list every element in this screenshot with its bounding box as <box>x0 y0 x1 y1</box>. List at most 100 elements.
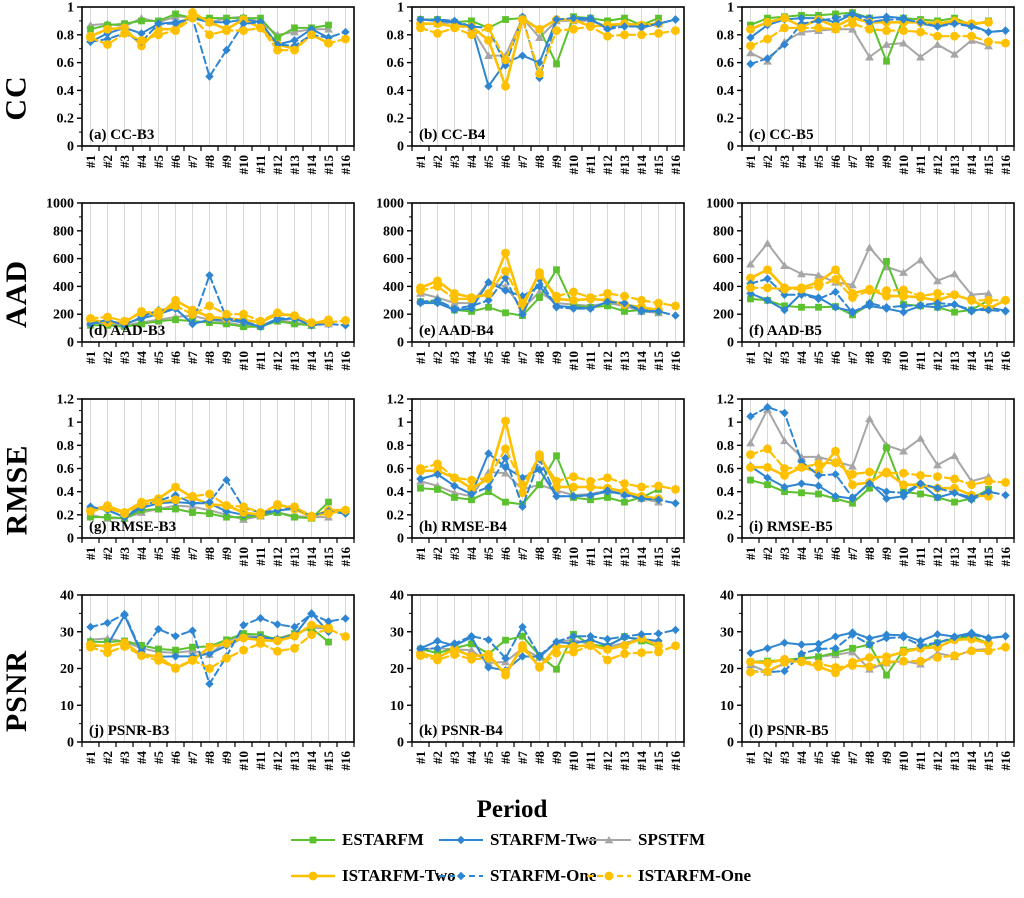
svg-text:0.4: 0.4 <box>57 485 75 500</box>
svg-text:#7: #7 <box>515 155 530 169</box>
svg-text:30: 30 <box>60 625 74 640</box>
svg-text:#6: #6 <box>828 751 843 765</box>
svg-text:0.2: 0.2 <box>57 508 75 523</box>
svg-text:#2: #2 <box>430 751 445 764</box>
row-label-rmse: RMSE <box>0 444 33 536</box>
svg-text:#2: #2 <box>760 547 775 560</box>
chart-grid: CC 0 0.2 0.4 0.6 0.8 1 #1 #2 #3 #4 #5 #6 #7 #8 #9 #10 #1… <box>0 0 1024 771</box>
legend: ESTARFM STARFM-Two SPSTFM ISTARFM-Two STARFM… <box>0 830 1024 886</box>
svg-text:#2: #2 <box>430 547 445 560</box>
series-istarfm-one <box>416 266 680 311</box>
svg-text:#3: #3 <box>777 547 792 561</box>
svg-text:#5: #5 <box>811 751 826 765</box>
svg-text:#7: #7 <box>845 351 860 365</box>
svg-text:#4: #4 <box>794 155 809 169</box>
svg-text:#11: #11 <box>253 351 268 370</box>
svg-text:600: 600 <box>383 252 404 267</box>
svg-text:#10: #10 <box>566 155 581 175</box>
svg-text:40: 40 <box>390 589 404 604</box>
svg-text:#4: #4 <box>794 751 809 765</box>
svg-text:0.2: 0.2 <box>717 508 735 523</box>
svg-text:0: 0 <box>397 140 404 155</box>
legend-label: ISTARFM-One <box>638 866 752 885</box>
legend-label: ISTARFM-Two <box>342 866 456 885</box>
svg-text:#6: #6 <box>828 547 843 561</box>
svg-text:#9: #9 <box>879 751 894 765</box>
row-label-aad: AAD <box>0 260 33 328</box>
panel-aad-b5: 0 200 400 600 800 1000 #1 #2 #3 #4 #5 #6 #7 #8 #9 #10 #1… <box>694 196 1024 392</box>
svg-text:10: 10 <box>720 699 734 714</box>
svg-text:0.6: 0.6 <box>717 56 735 71</box>
svg-text:#2: #2 <box>100 351 115 364</box>
series-istarfm-one <box>746 642 1010 677</box>
series-starfm-one <box>416 453 680 511</box>
panel-label: (i) RMSE-B5 <box>749 519 833 535</box>
svg-text:#8: #8 <box>202 547 217 561</box>
svg-text:200: 200 <box>383 308 404 323</box>
svg-text:#4: #4 <box>134 155 149 169</box>
svg-text:#2: #2 <box>760 155 775 168</box>
panel-label: (c) CC-B5 <box>749 127 814 143</box>
panel-label: (j) PSNR-B3 <box>89 723 169 739</box>
legend-item-starfm-one: STARFM-One <box>438 866 596 886</box>
panel-label: (g) RMSE-B3 <box>89 519 176 535</box>
panel-label: (f) AAD-B5 <box>749 323 822 339</box>
svg-text:800: 800 <box>383 224 404 239</box>
svg-text:#1: #1 <box>743 547 758 560</box>
svg-text:#9: #9 <box>879 547 894 561</box>
svg-text:0: 0 <box>397 532 404 547</box>
svg-text:#4: #4 <box>464 351 479 365</box>
panel-cc-b5: 0 0.2 0.4 0.6 0.8 1 #1 #2 #3 #4 #5 #6 #7 #8 #9 #10 #11 #1… <box>694 0 1024 196</box>
svg-text:#12: #12 <box>930 155 945 175</box>
svg-text:#15: #15 <box>981 351 996 371</box>
svg-text:0.6: 0.6 <box>717 462 735 477</box>
svg-text:#6: #6 <box>498 751 513 765</box>
svg-text:0: 0 <box>727 336 734 351</box>
svg-text:#8: #8 <box>202 751 217 765</box>
panel-label: (d) AAD-B3 <box>89 323 165 339</box>
svg-text:#7: #7 <box>185 547 200 561</box>
svg-text:#9: #9 <box>879 351 894 365</box>
series-istarfm-one <box>746 19 1010 51</box>
svg-text:0: 0 <box>397 336 404 351</box>
legend-item-istarfm-one: ISTARFM-One <box>586 866 751 886</box>
svg-text:#4: #4 <box>134 351 149 365</box>
svg-text:0: 0 <box>727 532 734 547</box>
svg-text:#5: #5 <box>151 751 166 765</box>
svg-text:#2: #2 <box>100 751 115 764</box>
svg-text:0: 0 <box>727 140 734 155</box>
svg-text:1: 1 <box>67 416 74 431</box>
svg-text:#15: #15 <box>651 351 666 371</box>
panel-cc-b3: 0 0.2 0.4 0.6 0.8 1 #1 #2 #3 #4 #5 #6 #7 #8 #9 #10 #11 #1… <box>34 0 364 196</box>
svg-text:#16: #16 <box>998 351 1013 371</box>
svg-text:#1: #1 <box>743 155 758 168</box>
svg-text:#5: #5 <box>811 547 826 561</box>
svg-text:#1: #1 <box>743 351 758 364</box>
svg-text:#11: #11 <box>583 155 598 174</box>
svg-text:#9: #9 <box>219 351 234 365</box>
svg-text:#2: #2 <box>760 751 775 764</box>
svg-text:800: 800 <box>713 224 734 239</box>
svg-text:#1: #1 <box>413 155 428 168</box>
svg-text:0.6: 0.6 <box>387 56 405 71</box>
svg-text:#6: #6 <box>498 351 513 365</box>
legend-item-estarfm: ESTARFM <box>290 830 438 850</box>
svg-text:#11: #11 <box>253 751 268 770</box>
svg-text:1: 1 <box>727 416 734 431</box>
svg-text:#16: #16 <box>338 547 353 567</box>
svg-text:0.8: 0.8 <box>57 439 75 454</box>
svg-text:#16: #16 <box>338 155 353 175</box>
svg-text:#1: #1 <box>83 351 98 364</box>
panel-label: (l) PSNR-B5 <box>749 723 829 739</box>
svg-text:#9: #9 <box>549 751 564 765</box>
svg-text:#4: #4 <box>134 751 149 765</box>
svg-text:0.2: 0.2 <box>717 112 735 127</box>
svg-text:0.8: 0.8 <box>387 28 405 43</box>
chart-cc-b3: 00.20.40.60.81#1 #2 #3 #4 #5 #6 #7 #8 #9 #10 #11 #1… <box>57 1 355 175</box>
legend-block: Period ESTARFM STARFM-Two SPSTFM ISTARFM-Tw… <box>0 796 1024 886</box>
svg-text:#9: #9 <box>219 155 234 169</box>
panel-cc-b4: 0 0.2 0.4 0.6 0.8 1 #1 #2 #3 #4 #5 #6 #7 #8 #9 #10 #11 #1… <box>364 0 694 196</box>
panel-rmse-b4: 0 0.2 0.4 0.6 0.8 1 1.2 #1 #2 #3 #4 #5 #6 #7 #8 #9 #10 #1… <box>364 392 694 588</box>
svg-text:#13: #13 <box>947 547 962 567</box>
